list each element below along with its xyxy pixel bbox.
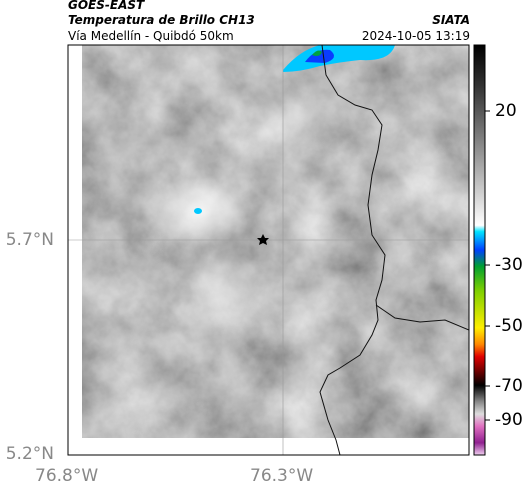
bright-cloud (190, 240, 270, 340)
satellite-title: GOES-EAST (68, 0, 145, 12)
cold-cloud-core (312, 50, 322, 56)
cold-cloud-core (305, 49, 334, 63)
imagery (68, 45, 469, 455)
location-star (257, 234, 269, 245)
longitude-label: 76.3°W (250, 466, 314, 486)
product-title: Temperatura de Brillo CH13 (68, 13, 255, 27)
colorbar-label: -90 (495, 410, 523, 430)
region-label: Vía Medellín - Quibdó 50km (68, 29, 234, 43)
timestamp: 2024-10-05 13:19 (361, 29, 470, 43)
map-frame (67, 44, 470, 456)
border (319, 45, 386, 455)
cold-spot (194, 208, 202, 214)
latitude-label: 5.2°N (5, 444, 54, 464)
colorbar-label: -30 (495, 255, 523, 275)
colorbar-ticks (485, 110, 490, 421)
bright-cloud (240, 80, 360, 160)
colorbar-label: -50 (495, 316, 523, 336)
colorbar-label: 20 (495, 101, 517, 121)
colorbar (473, 44, 486, 456)
longitude-label: 76.8°W (35, 466, 99, 486)
cold-cloud (283, 45, 395, 72)
colorbar-label: -70 (495, 376, 523, 396)
latitude-label: 5.7°N (5, 230, 54, 250)
source-label: SIATA (432, 13, 470, 27)
border (375, 304, 469, 331)
